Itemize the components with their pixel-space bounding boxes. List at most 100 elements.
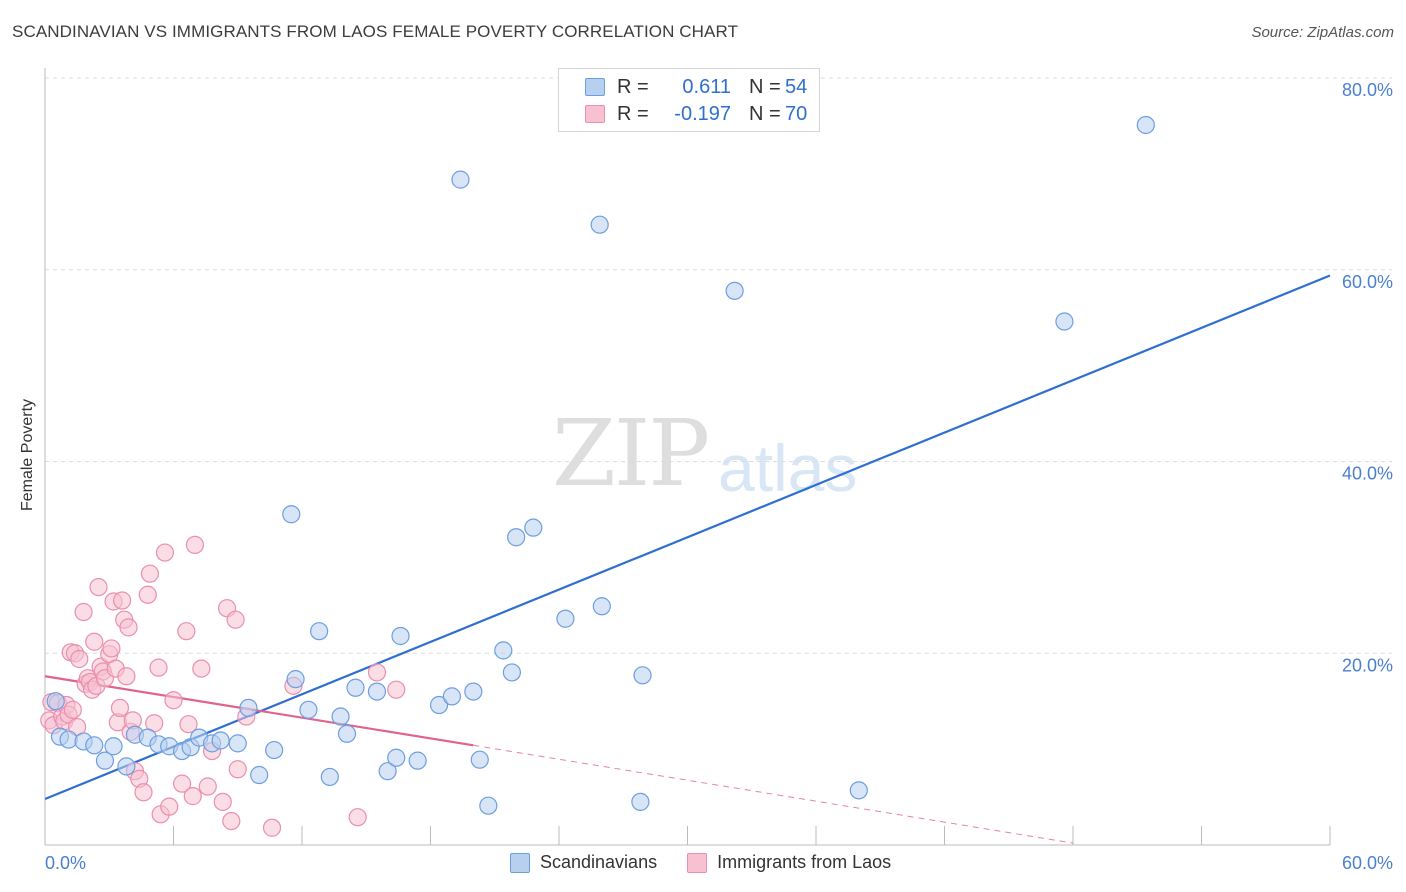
x-tick-label-min: 0.0% bbox=[45, 853, 86, 873]
data-point-laos bbox=[85, 632, 104, 651]
data-point-laos bbox=[192, 659, 211, 678]
data-point-scandinavians bbox=[507, 528, 526, 547]
data-point-laos bbox=[348, 808, 367, 827]
legend-item-immigrants-from-laos[interactable]: Immigrants from Laos bbox=[687, 852, 891, 873]
trend-line-scandinavians bbox=[44, 274, 1331, 800]
data-point-scandinavians bbox=[299, 700, 318, 719]
chart-title: SCANDINAVIAN VS IMMIGRANTS FROM LAOS FEM… bbox=[12, 22, 739, 41]
data-point-scandinavians bbox=[346, 678, 365, 697]
legend-item-scandinavians[interactable]: Scandinavians bbox=[510, 852, 657, 873]
data-point-laos bbox=[177, 622, 196, 641]
legend-row-scandinavians: R = 0.611 N = 54 bbox=[585, 74, 807, 100]
data-point-scandinavians bbox=[849, 781, 868, 800]
data-point-scandinavians bbox=[331, 707, 350, 726]
data-point-scandinavians bbox=[524, 518, 543, 537]
data-point-laos bbox=[387, 680, 406, 699]
data-point-laos bbox=[198, 777, 217, 796]
legend-label: Scandinavians bbox=[540, 852, 658, 872]
y-tick-label: 40.0% bbox=[1342, 464, 1393, 484]
n-value: 54 bbox=[785, 75, 808, 98]
legend-row-laos: R = -0.197 N = 70 bbox=[585, 101, 807, 127]
r-label: R = bbox=[617, 102, 649, 125]
data-point-scandinavians bbox=[211, 731, 230, 750]
data-point-laos bbox=[134, 783, 153, 802]
data-point-laos bbox=[140, 564, 160, 583]
data-point-scandinavians bbox=[95, 751, 115, 770]
data-point-laos bbox=[117, 667, 136, 686]
data-point-scandinavians bbox=[1136, 115, 1155, 135]
y-tick-label: 20.0% bbox=[1342, 655, 1393, 675]
axes bbox=[44, 68, 1331, 846]
legend-swatch-blue bbox=[585, 78, 605, 96]
trend-line-laos-extension bbox=[473, 744, 1074, 844]
data-point-laos bbox=[262, 818, 282, 837]
n-value: 70 bbox=[785, 102, 808, 125]
data-point-laos bbox=[74, 602, 93, 622]
correlation-legend: R = 0.611 N = 54 R = -0.197 N = 70 bbox=[558, 68, 820, 132]
data-point-laos bbox=[172, 774, 192, 793]
data-point-laos bbox=[228, 760, 247, 779]
data-point-scandinavians bbox=[378, 762, 397, 781]
data-point-scandinavians bbox=[633, 666, 652, 685]
data-point-laos bbox=[164, 691, 183, 710]
legend-swatch-blue bbox=[510, 852, 530, 873]
trend-line-laos bbox=[44, 675, 474, 747]
data-point-scandinavians bbox=[479, 796, 498, 815]
data-point-scandinavians bbox=[429, 695, 449, 715]
data-point-laos bbox=[89, 577, 108, 597]
data-point-scandinavians bbox=[391, 626, 410, 646]
data-point-scandinavians bbox=[250, 765, 269, 785]
r-value: -0.197 bbox=[674, 102, 731, 125]
gridlines bbox=[45, 77, 1392, 654]
data-point-laos bbox=[179, 715, 198, 734]
data-point-scandinavians bbox=[46, 692, 65, 711]
data-point-laos bbox=[183, 787, 202, 806]
r-value: 0.611 bbox=[682, 75, 731, 98]
data-point-scandinavians bbox=[117, 757, 136, 776]
data-point-scandinavians bbox=[408, 751, 427, 770]
data-point-scandinavians bbox=[725, 281, 744, 300]
data-point-scandinavians bbox=[631, 792, 650, 811]
data-point-scandinavians bbox=[320, 767, 339, 787]
legend-label: Immigrants from Laos bbox=[717, 852, 892, 872]
data-point-laos bbox=[367, 663, 387, 682]
data-point-laos bbox=[63, 700, 82, 719]
data-point-scandinavians bbox=[442, 687, 462, 706]
series-scandinavians bbox=[46, 115, 1155, 815]
data-point-scandinavians bbox=[104, 737, 123, 756]
r-label: R = bbox=[617, 75, 649, 98]
legend-swatch-pink bbox=[585, 105, 605, 123]
data-point-scandinavians bbox=[337, 724, 357, 743]
data-point-laos bbox=[70, 649, 89, 669]
n-label: N = bbox=[749, 75, 781, 98]
data-point-scandinavians bbox=[310, 622, 329, 641]
tick-labels: 20.0% 40.0% 60.0% 80.0% 0.0% 60.0% bbox=[45, 80, 1393, 873]
data-point-scandinavians bbox=[451, 170, 470, 189]
data-point-scandinavians bbox=[59, 730, 78, 749]
data-point-scandinavians bbox=[502, 663, 521, 682]
data-point-laos bbox=[222, 811, 241, 831]
x-tick-label-max: 60.0% bbox=[1342, 853, 1393, 873]
chart-source: Source: ZipAtlas.com bbox=[1251, 24, 1394, 41]
data-point-scandinavians bbox=[282, 505, 301, 524]
data-point-laos bbox=[119, 618, 138, 637]
data-point-laos bbox=[102, 639, 121, 658]
data-point-laos bbox=[155, 543, 175, 562]
data-point-scandinavians bbox=[556, 609, 575, 628]
n-label: N = bbox=[749, 102, 781, 125]
y-tick-label: 60.0% bbox=[1342, 272, 1393, 292]
data-point-scandinavians bbox=[228, 734, 247, 753]
legend-swatch-pink bbox=[687, 852, 708, 873]
data-point-scandinavians bbox=[85, 736, 104, 755]
data-point-scandinavians bbox=[367, 682, 387, 701]
data-point-laos bbox=[112, 591, 132, 610]
data-point-scandinavians bbox=[592, 597, 611, 616]
data-point-scandinavians bbox=[1055, 312, 1074, 331]
data-point-scandinavians bbox=[470, 750, 489, 769]
data-point-scandinavians bbox=[265, 740, 284, 760]
data-point-laos bbox=[138, 585, 157, 604]
data-point-laos bbox=[185, 535, 205, 555]
data-point-laos bbox=[149, 658, 168, 677]
watermark-zip: ZIP bbox=[552, 400, 710, 507]
data-point-scandinavians bbox=[387, 748, 406, 767]
